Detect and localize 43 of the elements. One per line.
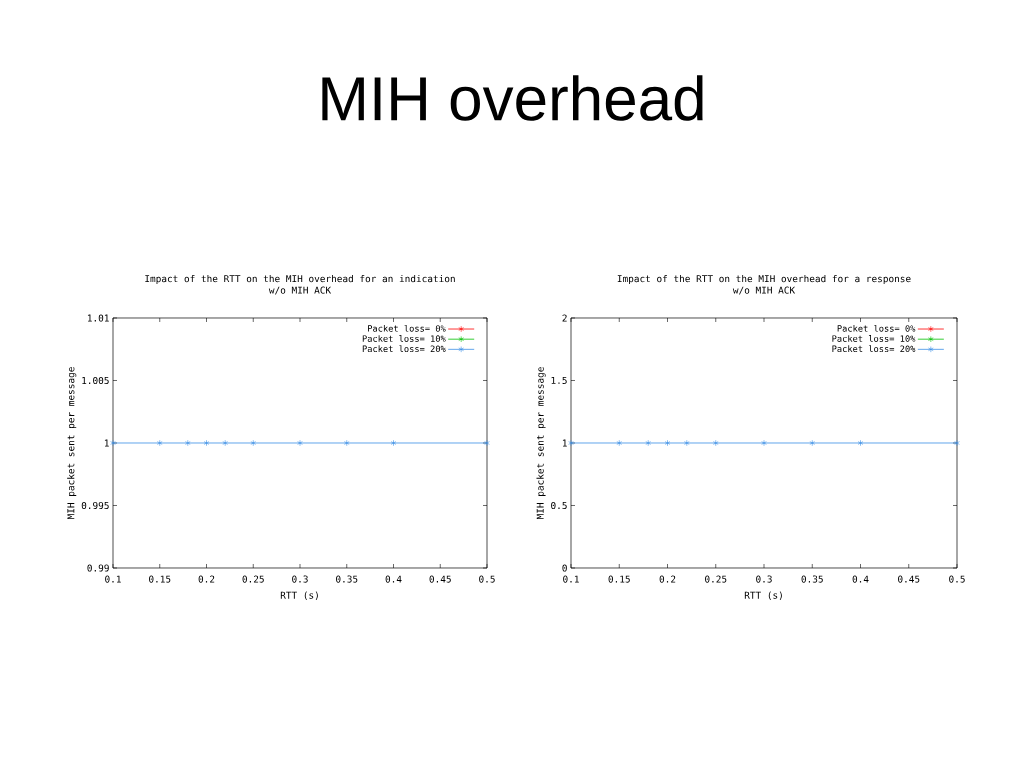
x-tick-label: 0.4 — [852, 575, 869, 583]
legend-label: Packet loss= 10% — [832, 335, 916, 342]
y-tick-label: 1 — [104, 439, 109, 447]
y-tick-label: 1.5 — [551, 377, 567, 384]
y-axis-title: MIH packet sent per message — [67, 367, 77, 519]
legend-label: Packet loss= 20% — [832, 345, 916, 353]
x-tick-label: 0.5 — [949, 575, 965, 583]
y-tick-label: 2 — [562, 314, 567, 322]
x-tick-label: 0.35 — [336, 575, 358, 583]
legend-label: Packet loss= 0% — [368, 324, 446, 332]
x-tick-label: 0.4 — [385, 575, 402, 583]
x-tick-label: 0.35 — [801, 575, 823, 583]
x-axis-title: RTT (s) — [280, 591, 318, 600]
y-tick-label: 1 — [562, 439, 567, 447]
x-tick-label: 0.3 — [756, 575, 772, 583]
y-tick-label: 1.01 — [87, 314, 109, 322]
chart-title: Impact of the RTT on the MIH overhead for an indication — [145, 274, 455, 285]
y-tick-label: 0 — [562, 564, 567, 572]
y-tick-label: 0.99 — [87, 564, 109, 572]
text: MIH overhead — [322, 75, 703, 121]
x-tick-label: 0.2 — [659, 575, 676, 583]
x-tick-label: 0.2 — [198, 575, 215, 583]
y-tick-label: 0.5 — [551, 501, 567, 510]
x-tick-label: 0.1 — [563, 575, 579, 583]
chart-subtitle: w/o MIH ACK — [732, 286, 796, 295]
x-tick-label: 0.45 — [898, 575, 920, 583]
y-tick-label: 1.005 — [82, 376, 109, 385]
x-tick-label: 0.25 — [242, 575, 264, 583]
x-tick-label: 0.45 — [429, 575, 451, 583]
legend-label: Packet loss= 10% — [362, 335, 446, 342]
x-tick-label: 0.1 — [105, 575, 121, 583]
x-tick-label: 0.25 — [705, 575, 727, 583]
x-tick-label: 0.3 — [292, 575, 308, 583]
x-tick-label: 0.15 — [149, 575, 171, 583]
y-axis-title: MIH packet sent per message — [536, 367, 546, 519]
x-tick-label: 0.15 — [608, 575, 630, 583]
chart-title: Impact of the RTT on the MIH overhead for a response — [617, 274, 911, 285]
chart-subtitle: w/o MIH ACK — [268, 286, 332, 295]
legend-label: Packet loss= 0% — [837, 324, 916, 332]
x-tick-label: 0.5 — [479, 575, 495, 583]
legend-label: Packet loss= 20% — [362, 345, 446, 353]
y-tick-label: 0.995 — [81, 501, 109, 510]
x-axis-title: RTT (s) — [744, 591, 782, 600]
